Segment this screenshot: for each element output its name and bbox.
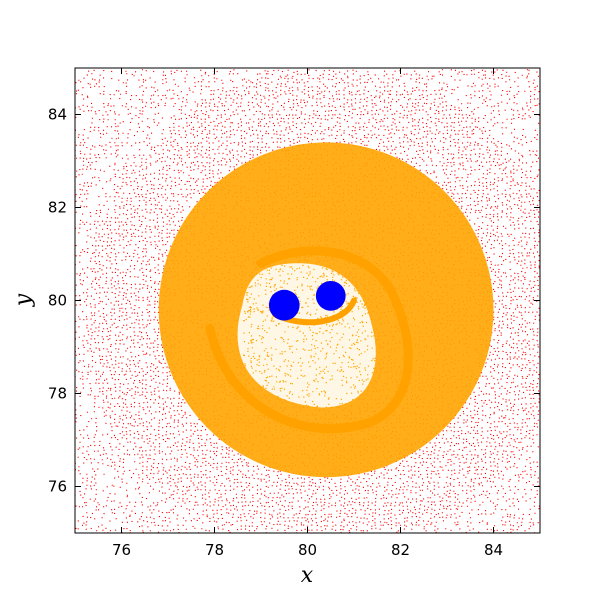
y-tick-label: 78 [48, 385, 67, 403]
blue-blob-1 [268, 289, 300, 321]
y-tick-label: 84 [48, 106, 67, 124]
x-axis-label: x [301, 563, 314, 588]
blue-particle-series [268, 280, 346, 321]
x-tick-label: 78 [205, 541, 224, 559]
x-tick-label: 84 [484, 541, 503, 559]
orange-spiral-arm [205, 246, 413, 434]
y-axis-ticks: 76 78 80 82 84 [48, 106, 540, 496]
x-tick-label: 80 [298, 541, 317, 559]
x-tick-label: 76 [112, 541, 131, 559]
y-tick-label: 82 [48, 199, 67, 217]
y-axis-label: y [11, 293, 36, 307]
blue-blob-2 [315, 280, 346, 311]
y-tick-label: 80 [48, 292, 67, 310]
x-tick-label: 82 [391, 541, 410, 559]
x-axis-ticks: 76 78 80 82 84 [112, 68, 503, 559]
y-tick-label: 76 [48, 478, 67, 496]
plot-area [75, 68, 540, 533]
